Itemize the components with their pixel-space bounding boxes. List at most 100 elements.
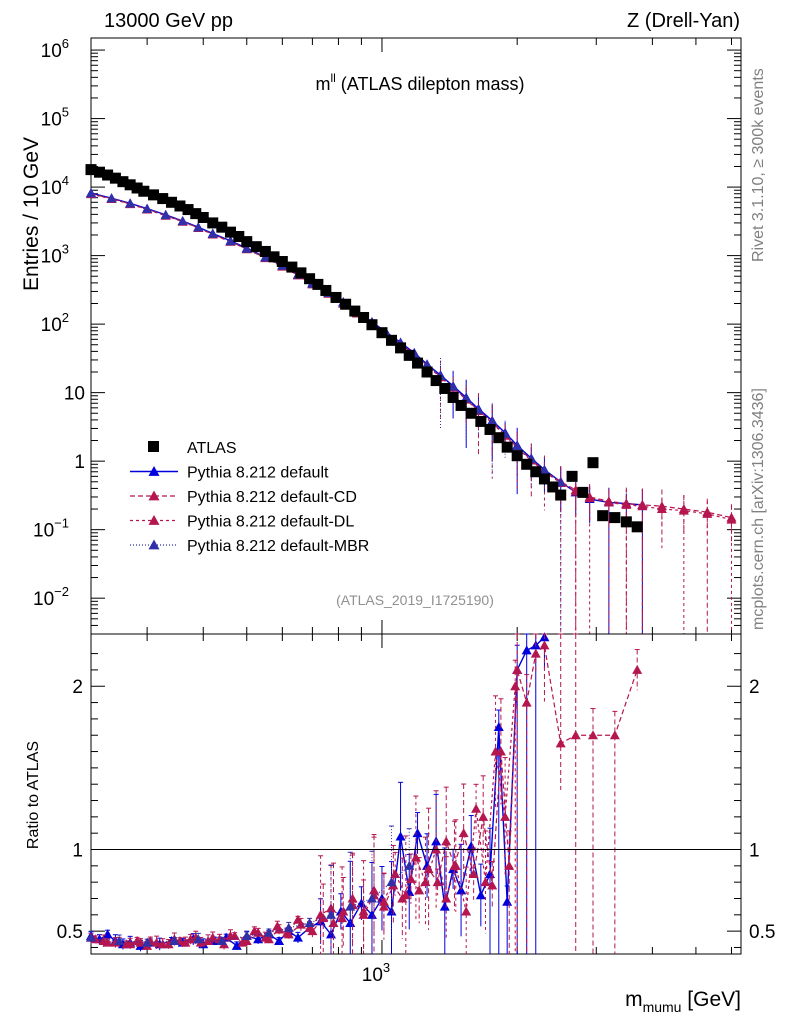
ratio-data-point — [180, 937, 191, 947]
data-point — [259, 245, 271, 257]
main-y-tick-label: 106 — [41, 36, 69, 62]
ratio-data-point — [378, 896, 389, 906]
main-y-tick-label: 104 — [41, 173, 69, 199]
ratio-data-point — [480, 877, 491, 887]
data-point — [577, 486, 589, 498]
data-point — [157, 193, 169, 205]
data-point — [530, 466, 542, 478]
ratio-data-point — [530, 648, 541, 658]
data-point — [376, 327, 388, 339]
main-y-tick-label: 103 — [41, 242, 69, 268]
data-point — [539, 465, 550, 475]
data-point — [295, 267, 307, 279]
ratio-data-point — [386, 877, 397, 887]
ratio-data-point — [263, 927, 274, 937]
data-point — [85, 164, 97, 176]
ratio-data-point — [450, 860, 461, 870]
ratio-data-point — [395, 831, 406, 841]
legend-label: ATLAS — [187, 440, 237, 457]
ratio-data-point — [441, 836, 452, 846]
ratio-data-point — [414, 885, 425, 895]
ratio-data-point — [458, 828, 469, 838]
ratio-y-tick-label-right: 1 — [749, 841, 760, 862]
mcplots-label: mcplots.cern.ch [arXiv:1306.3436] — [750, 388, 767, 630]
data-point — [117, 176, 129, 188]
data-point — [102, 169, 114, 181]
main-y-tick-label-exp: 4 — [62, 173, 69, 188]
data-point — [216, 221, 228, 233]
ratio-data-point — [504, 860, 515, 870]
ratio-data-point — [272, 921, 283, 931]
data-point — [93, 166, 105, 178]
ratio-data-point — [539, 640, 550, 650]
data-point — [142, 203, 153, 213]
data-point — [312, 278, 324, 290]
data-point — [637, 501, 648, 511]
plot-title-sup: ll — [330, 71, 335, 85]
ratio-data-point — [423, 864, 434, 874]
ratio-data-point — [400, 890, 411, 900]
data-point — [182, 204, 194, 216]
data-point — [403, 349, 415, 361]
ratio-series-3 — [86, 825, 415, 954]
legend-marker — [148, 466, 160, 476]
ratio-series-line — [95, 686, 516, 945]
ratio-data-point — [456, 885, 467, 895]
ratio-data-point — [410, 852, 421, 862]
ratio-y-tick-label: 0.5 — [57, 922, 83, 943]
data-point — [702, 508, 713, 518]
ratio-data-point — [86, 932, 96, 942]
ratio-data-point — [500, 811, 511, 821]
legend-marker — [148, 515, 160, 525]
ratio-data-point — [260, 932, 271, 942]
x-tick-label-exp: 3 — [383, 960, 390, 975]
data-point — [241, 243, 252, 253]
data-point — [511, 450, 523, 462]
ratio-data-point — [493, 722, 504, 732]
data-point — [631, 521, 643, 533]
series-3 — [86, 189, 737, 634]
main-y-axis-label: Entries / 10 GeV — [20, 137, 43, 291]
ratio-data-point — [295, 919, 306, 929]
rivet-label: Rivet 3.1.10, ≥ 300k events — [750, 68, 767, 262]
data-point — [349, 305, 361, 317]
data-point — [207, 228, 218, 238]
ratio-data-point — [292, 932, 303, 942]
x-axis-label: mmumu [GeV] — [625, 988, 741, 1015]
ratio-data-point — [378, 901, 389, 911]
data-point — [678, 505, 689, 515]
data-point — [421, 366, 433, 378]
data-point — [439, 382, 451, 394]
data-point — [320, 284, 332, 296]
ratio-data-point — [369, 885, 380, 895]
data-point — [501, 441, 513, 453]
data-point — [603, 497, 614, 507]
ratio-data-point — [512, 664, 523, 674]
data-point — [521, 458, 533, 470]
main-y-tick-label: 10 — [64, 384, 85, 405]
data-point — [726, 514, 737, 524]
ratio-data-point — [358, 906, 369, 916]
ratio-data-point — [432, 877, 443, 887]
data-point — [430, 375, 442, 387]
ratio-data-point — [475, 890, 486, 900]
x-tick-label: 103 — [362, 960, 390, 986]
x-axis-label-sub: mumu — [643, 999, 682, 1015]
ratio-data-point — [325, 909, 336, 919]
legend-label: Pythia 8.212 default-MBR — [187, 538, 369, 555]
main-y-tick-label-exp: 6 — [62, 36, 69, 51]
series-4 — [86, 188, 566, 634]
ratio-data-point — [274, 935, 285, 945]
data-point — [493, 432, 505, 444]
data-point — [193, 222, 204, 232]
data-point — [131, 182, 143, 194]
ratio-data-point — [125, 939, 136, 949]
data-point — [138, 185, 150, 197]
ratio-data-point — [471, 803, 482, 813]
ratio-data-point — [216, 935, 227, 945]
series-2 — [86, 188, 737, 634]
ratio-data-point — [207, 932, 218, 942]
series-atlas — [85, 164, 643, 533]
